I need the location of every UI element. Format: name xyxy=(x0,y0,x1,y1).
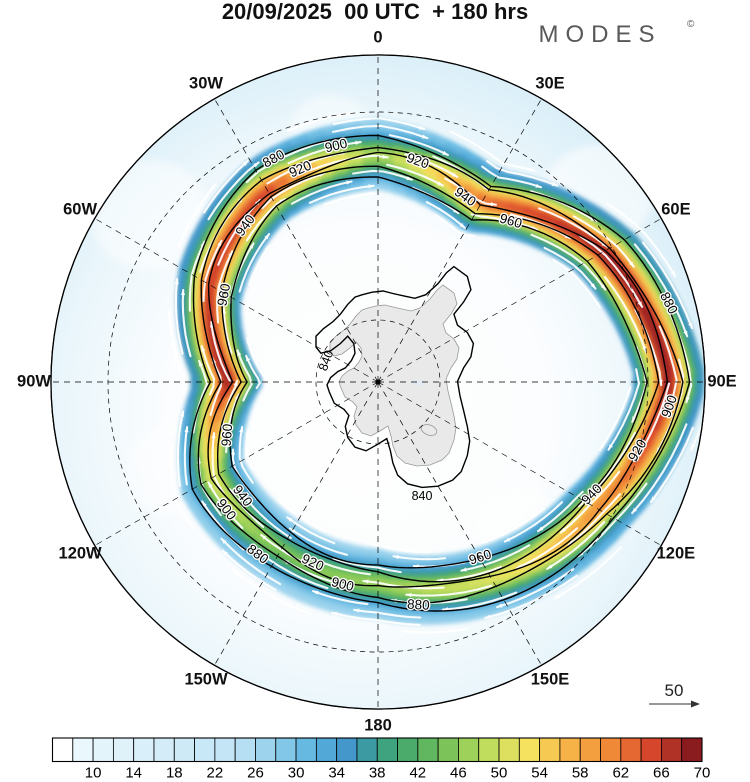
svg-text:30: 30 xyxy=(288,765,305,782)
svg-text:0: 0 xyxy=(373,28,382,46)
svg-text:90E: 90E xyxy=(707,372,736,390)
svg-text:42: 42 xyxy=(409,765,426,782)
svg-text:70: 70 xyxy=(694,765,711,782)
svg-text:34: 34 xyxy=(328,765,345,782)
svg-text:120E: 120E xyxy=(657,544,696,562)
svg-text:38: 38 xyxy=(369,765,386,782)
svg-text:180: 180 xyxy=(364,716,392,734)
svg-text:50: 50 xyxy=(665,681,684,700)
svg-text:60E: 60E xyxy=(661,200,690,218)
svg-text:18: 18 xyxy=(166,765,183,782)
svg-text:120W: 120W xyxy=(59,544,103,562)
svg-text:50: 50 xyxy=(491,765,508,782)
svg-text:MODES: MODES xyxy=(538,21,661,48)
svg-text:840: 840 xyxy=(412,489,433,503)
svg-text:58: 58 xyxy=(572,765,589,782)
svg-text:©: © xyxy=(687,19,695,30)
svg-text:46: 46 xyxy=(450,765,467,782)
svg-text:150E: 150E xyxy=(531,670,570,688)
svg-text:150W: 150W xyxy=(184,670,228,688)
svg-text:26: 26 xyxy=(247,765,264,782)
svg-text:60W: 60W xyxy=(63,200,97,218)
svg-text:960: 960 xyxy=(219,423,236,447)
svg-text:90W: 90W xyxy=(17,372,51,390)
svg-text:62: 62 xyxy=(612,765,629,782)
svg-text:30E: 30E xyxy=(535,74,564,92)
svg-text:30W: 30W xyxy=(189,74,223,92)
svg-text:14: 14 xyxy=(125,765,142,782)
svg-text:22: 22 xyxy=(207,765,224,782)
svg-text:10: 10 xyxy=(85,765,102,782)
svg-text:20/09/2025 00 UTC + 180 hrs: 20/09/2025 00 UTC + 180 hrs xyxy=(222,0,528,24)
svg-text:54: 54 xyxy=(531,765,548,782)
svg-text:66: 66 xyxy=(653,765,670,782)
svg-text:880: 880 xyxy=(407,597,430,613)
